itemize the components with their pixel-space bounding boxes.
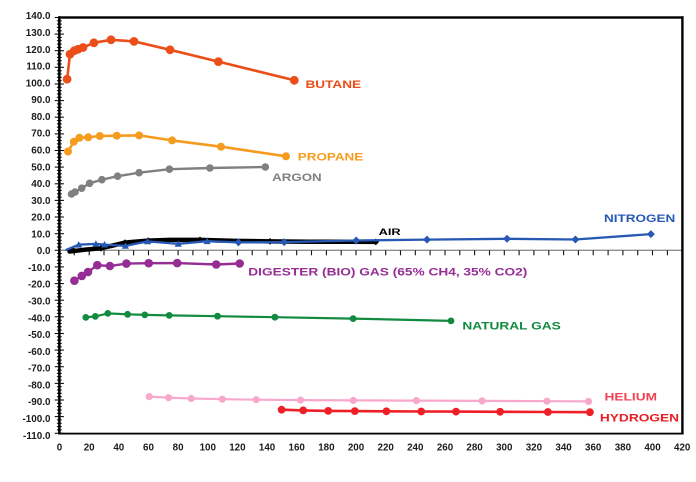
svg-text:120: 120 [229,442,246,453]
svg-text:-50.0: -50.0 [28,330,51,341]
svg-text:90.0: 90.0 [31,95,51,106]
svg-text:50.0: 50.0 [31,162,51,173]
svg-text:420: 420 [674,442,691,453]
svg-text:60.0: 60.0 [31,146,51,157]
svg-text:360: 360 [585,442,602,453]
svg-text:340: 340 [555,442,572,453]
svg-text:PROPANE: PROPANE [298,152,363,164]
svg-text:80.0: 80.0 [31,112,51,123]
svg-text:0.0: 0.0 [37,246,51,257]
svg-text:HELIUM: HELIUM [605,392,658,404]
svg-text:40.0: 40.0 [31,179,51,190]
svg-text:-90.0: -90.0 [28,397,51,408]
svg-text:-100.0: -100.0 [22,414,51,425]
svg-text:120.0: 120.0 [26,45,51,56]
svg-text:140.0: 140.0 [26,11,51,22]
svg-text:10.0: 10.0 [31,229,51,240]
svg-text:300: 300 [496,442,513,453]
svg-text:100.0: 100.0 [26,78,51,89]
svg-text:BUTANE: BUTANE [306,79,362,91]
svg-text:280: 280 [466,442,483,453]
svg-text:400: 400 [644,442,661,453]
svg-text:140: 140 [259,442,276,453]
svg-text:100: 100 [200,442,217,453]
svg-text:-40.0: -40.0 [28,313,51,324]
svg-text:DIGESTER (BIO) GAS (65% CH4, 3: DIGESTER (BIO) GAS (65% CH4, 35% CO2) [248,267,528,279]
svg-text:380: 380 [615,442,632,453]
svg-text:60: 60 [143,442,154,453]
svg-text:-80.0: -80.0 [28,380,51,391]
svg-text:30.0: 30.0 [31,196,51,207]
svg-text:-70.0: -70.0 [28,364,51,375]
svg-text:-60.0: -60.0 [28,347,51,358]
svg-text:200: 200 [348,442,365,453]
svg-text:130.0: 130.0 [26,28,51,39]
svg-text:20: 20 [84,442,95,453]
svg-text:40: 40 [113,442,124,453]
svg-text:AIR: AIR [379,227,401,237]
svg-text:160: 160 [289,442,306,453]
svg-text:110.0: 110.0 [26,62,51,73]
svg-text:HYDROGEN: HYDROGEN [600,413,679,425]
svg-text:ARGON: ARGON [272,172,322,184]
svg-text:70.0: 70.0 [31,129,51,140]
svg-text:220: 220 [378,442,395,453]
svg-text:NATURAL GAS: NATURAL GAS [462,321,560,333]
svg-text:180: 180 [318,442,335,453]
svg-text:80: 80 [173,442,184,453]
svg-text:260: 260 [437,442,454,453]
svg-text:320: 320 [526,442,543,453]
svg-text:-30.0: -30.0 [28,297,51,308]
svg-text:-10.0: -10.0 [28,263,51,274]
svg-text:NITROGEN: NITROGEN [604,213,676,225]
svg-text:0: 0 [57,442,63,453]
svg-text:-110.0: -110.0 [23,431,51,442]
svg-text:20.0: 20.0 [31,213,51,224]
svg-text:240: 240 [407,442,424,453]
svg-text:-20.0: -20.0 [28,280,51,291]
